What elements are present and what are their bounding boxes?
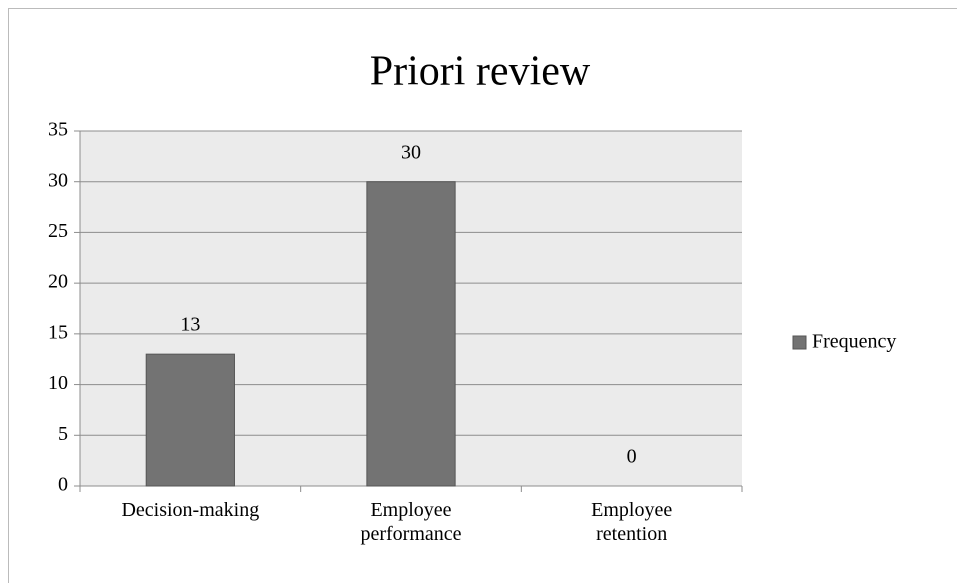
data-label: 30: [401, 141, 421, 163]
y-tick-label: 20: [48, 271, 68, 293]
y-tick-label: 5: [58, 423, 68, 445]
bar: [366, 181, 456, 487]
x-tick-label: Employee retention: [591, 499, 673, 545]
legend-swatch: [792, 335, 807, 350]
y-tick-label: 30: [48, 169, 68, 191]
data-label: 0: [627, 446, 637, 468]
chart-title: Priori review: [370, 49, 591, 95]
y-tick-label: 25: [48, 220, 68, 242]
chart-border: [8, 8, 957, 583]
y-tick-label: 35: [48, 119, 68, 141]
y-tick-label: 0: [58, 474, 68, 496]
bar: [145, 353, 235, 487]
legend-label: Frequency: [812, 331, 896, 353]
data-label: 13: [180, 314, 200, 336]
y-tick-label: 10: [48, 372, 68, 394]
y-tick-label: 15: [48, 321, 68, 343]
x-tick-label: Employee performance: [360, 499, 462, 545]
x-tick-label: Decision-making: [121, 499, 260, 521]
